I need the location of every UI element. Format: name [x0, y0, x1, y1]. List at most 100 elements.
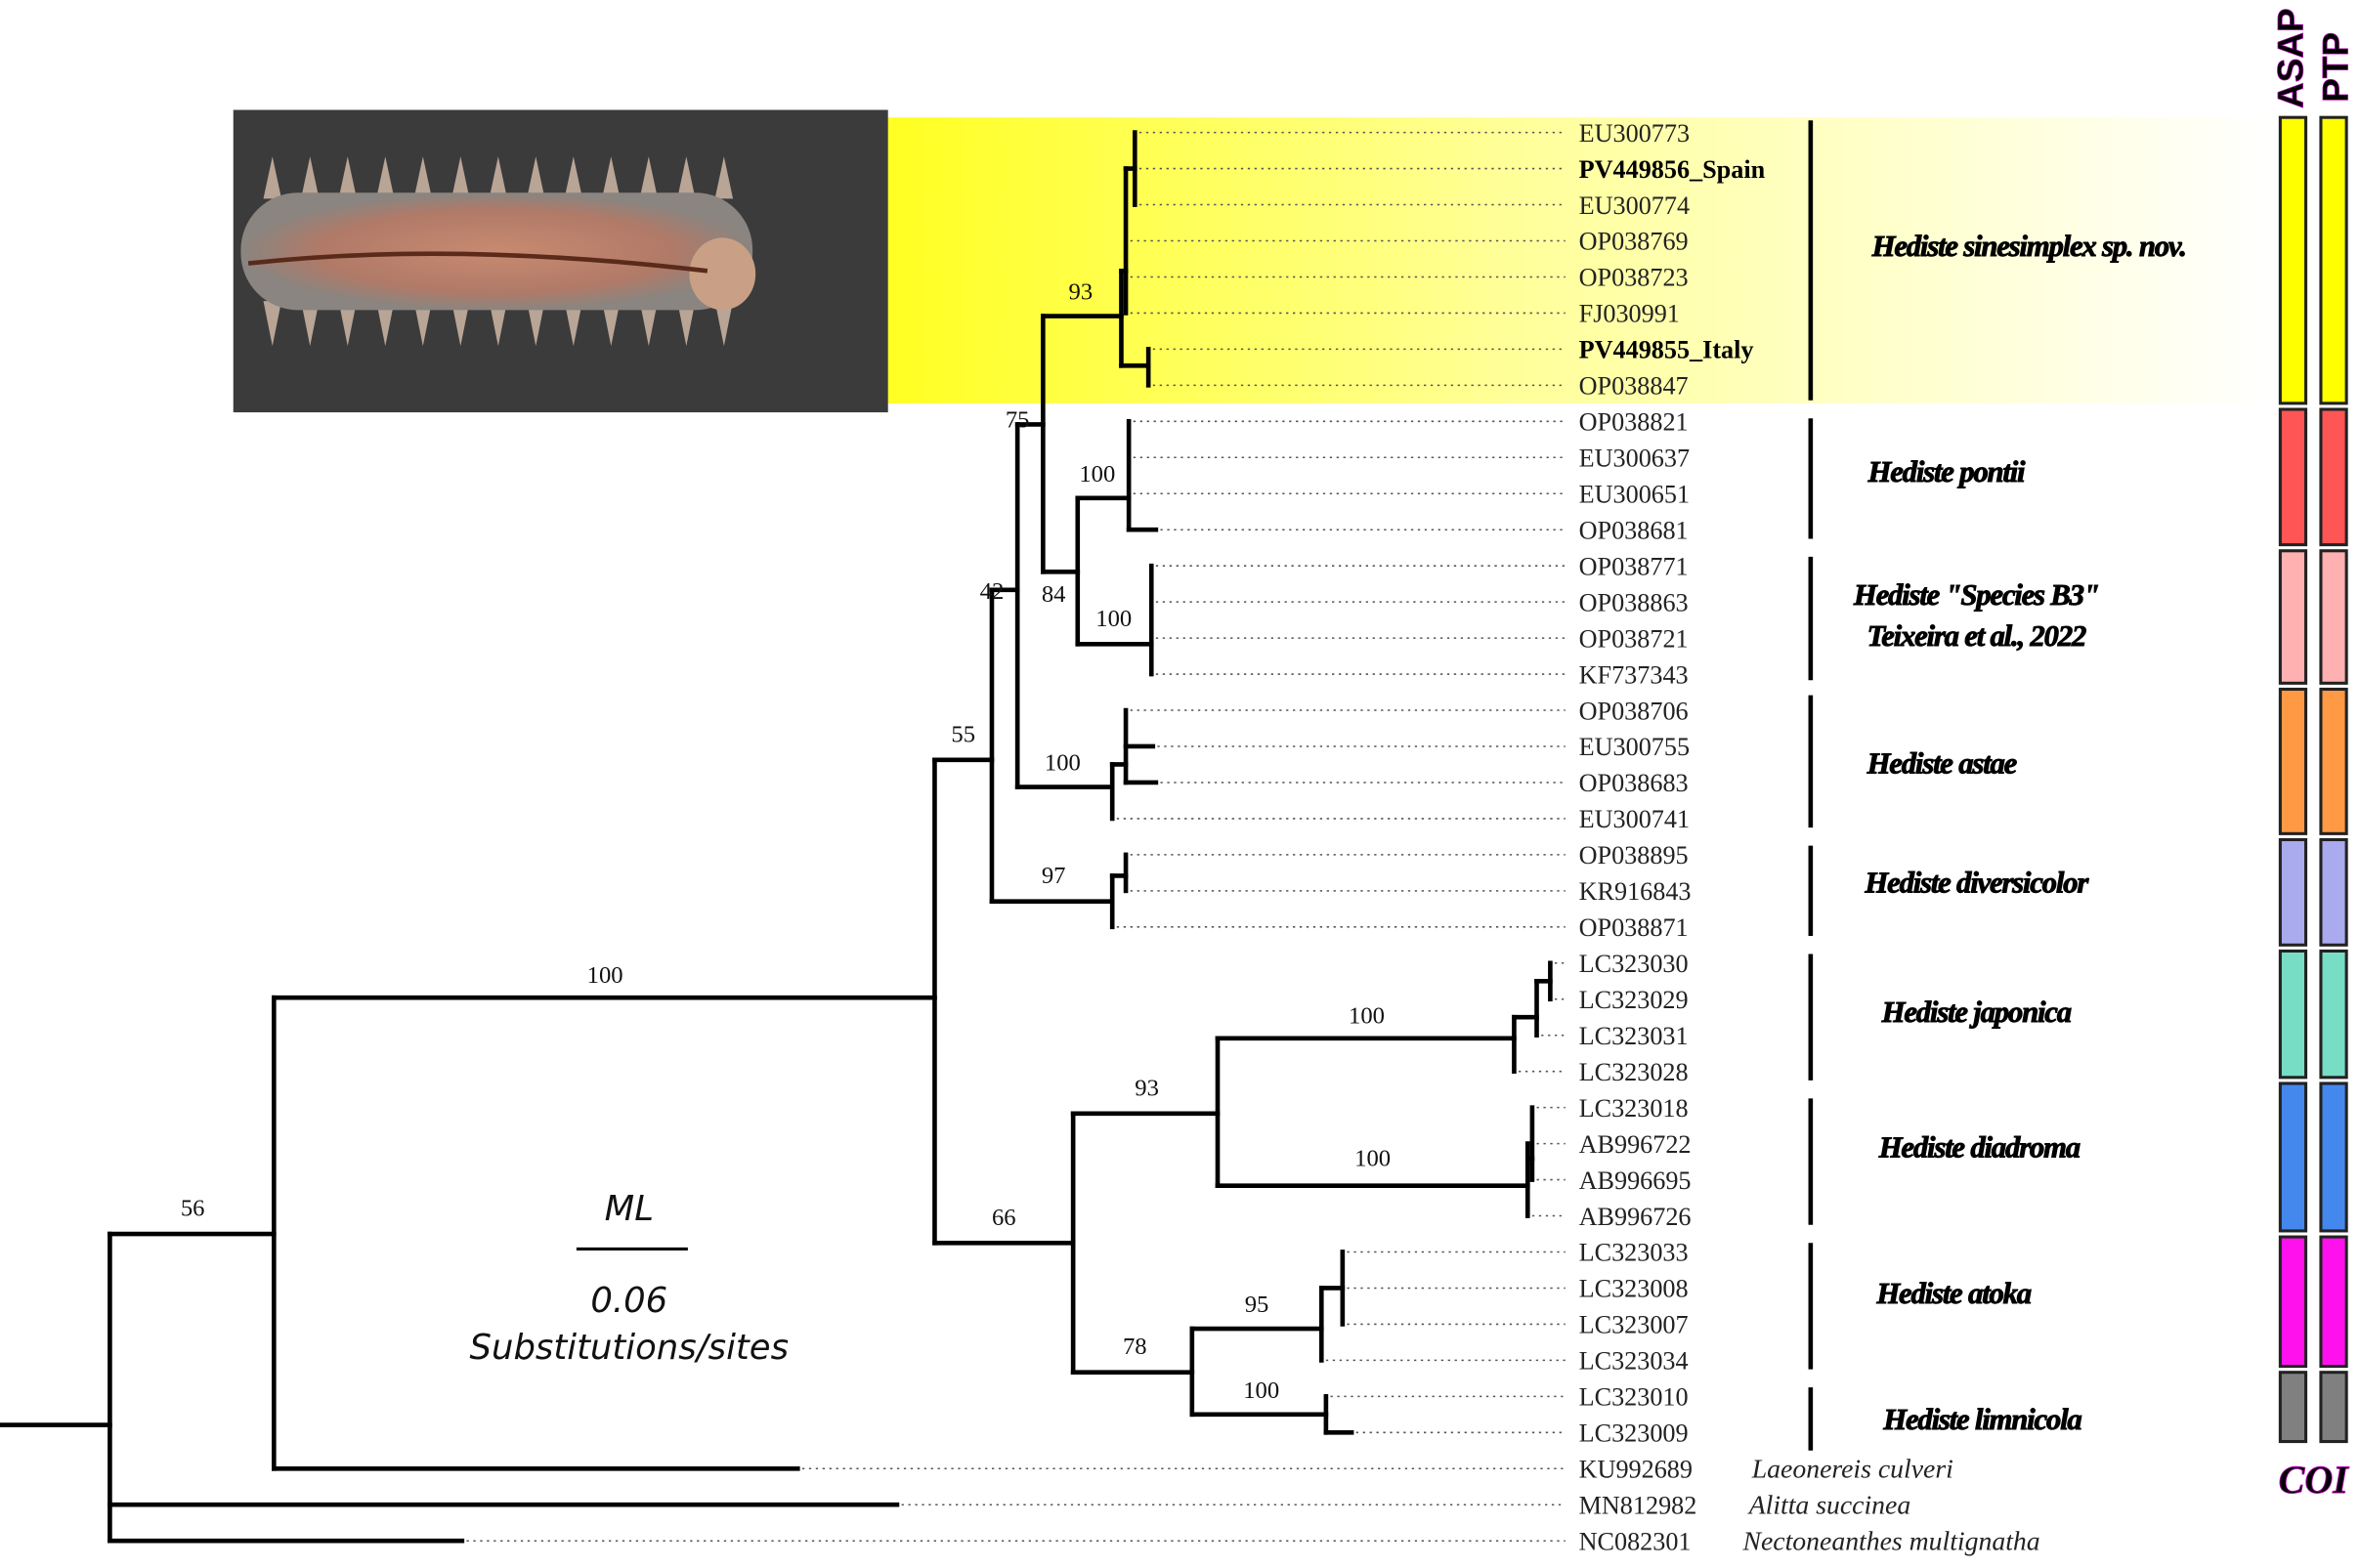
support-value: 75	[1006, 406, 1030, 433]
ptp-partition	[2319, 687, 2348, 835]
clade-name: Teixeira et al., 2022	[1867, 619, 2085, 653]
parapodium	[376, 156, 395, 199]
support-value: 84	[1042, 581, 1066, 608]
support-value: 97	[1042, 863, 1066, 889]
leaf-label: PV449856_Spain	[1579, 155, 1766, 184]
leaf-label: LC323018	[1579, 1094, 1689, 1123]
support-value: 42	[980, 578, 1005, 605]
support-value: 66	[992, 1205, 1016, 1231]
parapodium	[451, 301, 470, 347]
leaf-label: KF737343	[1579, 660, 1689, 689]
ptp-partition	[2319, 1371, 2348, 1444]
ptp-header: PTP	[2316, 32, 2356, 103]
leaf-labels: EU300773 PV449856_Spain EU300774 OP038769 OP…	[1579, 119, 2040, 1556]
leaf-label: LC323030	[1579, 950, 1689, 978]
parapodium	[489, 156, 508, 199]
leaf-label: MN812982	[1579, 1491, 1697, 1519]
support-value: 93	[1135, 1075, 1159, 1101]
ptp-partition	[2319, 1081, 2348, 1233]
support-value: 100	[1354, 1146, 1391, 1172]
clade-name: Hediste japonica	[1881, 996, 2072, 1029]
leaf-label: OP038847	[1579, 372, 1689, 401]
leaf-label: LC323029	[1579, 986, 1689, 1014]
leaf-label: LC323008	[1579, 1275, 1689, 1303]
leaf-label: AB996695	[1579, 1166, 1692, 1195]
highlight-band	[887, 117, 2273, 403]
clade-name: Hediste diadroma	[1878, 1130, 2081, 1164]
parapodium	[338, 301, 358, 347]
leaf-label: AB996722	[1579, 1130, 1692, 1159]
parapodium	[677, 301, 696, 347]
leaf-label: LC323031	[1579, 1022, 1689, 1050]
leaf-label: NC082301	[1579, 1527, 1692, 1555]
parapodium	[489, 301, 508, 347]
leaf-label: KU992689	[1579, 1456, 1693, 1484]
parapodium	[527, 156, 545, 199]
asap-partition	[2278, 115, 2308, 405]
parapodium	[602, 156, 621, 199]
leaf-label: EU300755	[1579, 733, 1690, 761]
parapodium	[639, 301, 659, 347]
specimen-photo	[233, 109, 888, 413]
leaf-label: AB996726	[1579, 1203, 1692, 1231]
parapodium	[263, 156, 282, 199]
scale-unit: Substitutions/sites	[470, 1328, 789, 1368]
leaf-label: PV449855_Italy	[1579, 336, 1754, 364]
scale-bar: ML 0.06 Substitutions/sites	[470, 1189, 789, 1368]
leaf-label: LC323028	[1579, 1058, 1689, 1086]
parapodium	[677, 156, 696, 199]
parapodium	[376, 301, 395, 347]
leaf-label: OP038821	[1579, 408, 1689, 437]
asap-partition	[2278, 837, 2308, 947]
marker-label: COI	[2279, 1458, 2350, 1502]
clade-annotations: Hediste sinesimplex sp. nov. Hediste pont…	[1808, 120, 2187, 1451]
parapodium	[714, 156, 734, 199]
support-value: 56	[181, 1196, 205, 1222]
clade-name: Hediste sinesimplex sp. nov.	[1871, 230, 2186, 263]
parapodium	[451, 156, 470, 199]
support-value: 100	[1243, 1377, 1279, 1404]
support-value: 100	[1349, 1002, 1385, 1029]
asap-partition	[2278, 949, 2308, 1080]
leaf-label: OP038771	[1579, 552, 1689, 580]
leaf-label: LC323010	[1579, 1383, 1689, 1412]
species-delimitation-bars	[2278, 115, 2348, 1444]
support-value: 100	[1079, 461, 1115, 487]
ptp-partition	[2319, 115, 2348, 405]
clade-name: Hediste "Species B3"	[1853, 578, 2099, 612]
parapodium	[413, 156, 433, 199]
asap-partition	[2278, 1371, 2308, 1444]
clade-name: Hediste astae	[1867, 747, 2017, 781]
leaf-label: LC323033	[1579, 1239, 1689, 1267]
asap-partition	[2278, 1081, 2308, 1233]
parapodium	[639, 156, 659, 199]
parapodium	[301, 156, 320, 199]
support-values: 56 100 55 66 42 97 75 100 93 84 100 100 93 78 100 100 95…	[181, 279, 1391, 1404]
scale-value: 0.06	[590, 1281, 667, 1321]
support-value: 55	[951, 721, 975, 747]
leaf-label: OP038871	[1579, 913, 1689, 942]
support-value: 100	[1045, 750, 1081, 777]
parapodium	[602, 301, 621, 347]
support-value: 93	[1069, 279, 1094, 306]
leaf-label: EU300774	[1579, 191, 1690, 220]
leaf-label: KR916843	[1579, 877, 1692, 906]
leaf-label: EU300637	[1579, 445, 1690, 473]
leaf-label: LC323007	[1579, 1311, 1689, 1339]
leaf-label: EU300773	[1579, 119, 1690, 148]
asap-partition	[2278, 687, 2308, 835]
leaf-label: OP038723	[1579, 264, 1689, 292]
ptp-partition	[2319, 1235, 2348, 1369]
asap-partition	[2278, 549, 2308, 685]
outgroup-species-name: Alitta succinea	[1747, 1489, 1911, 1519]
leaf-label: OP038683	[1579, 769, 1689, 797]
asap-partition	[2278, 407, 2308, 547]
ptp-partition	[2319, 837, 2348, 947]
leaf-label: OP038863	[1579, 588, 1689, 616]
leaf-label: EU300741	[1579, 805, 1690, 833]
ptp-partition	[2319, 549, 2348, 685]
support-value: 95	[1245, 1292, 1269, 1318]
ptp-partition	[2319, 949, 2348, 1080]
scale-method: ML	[605, 1189, 654, 1229]
